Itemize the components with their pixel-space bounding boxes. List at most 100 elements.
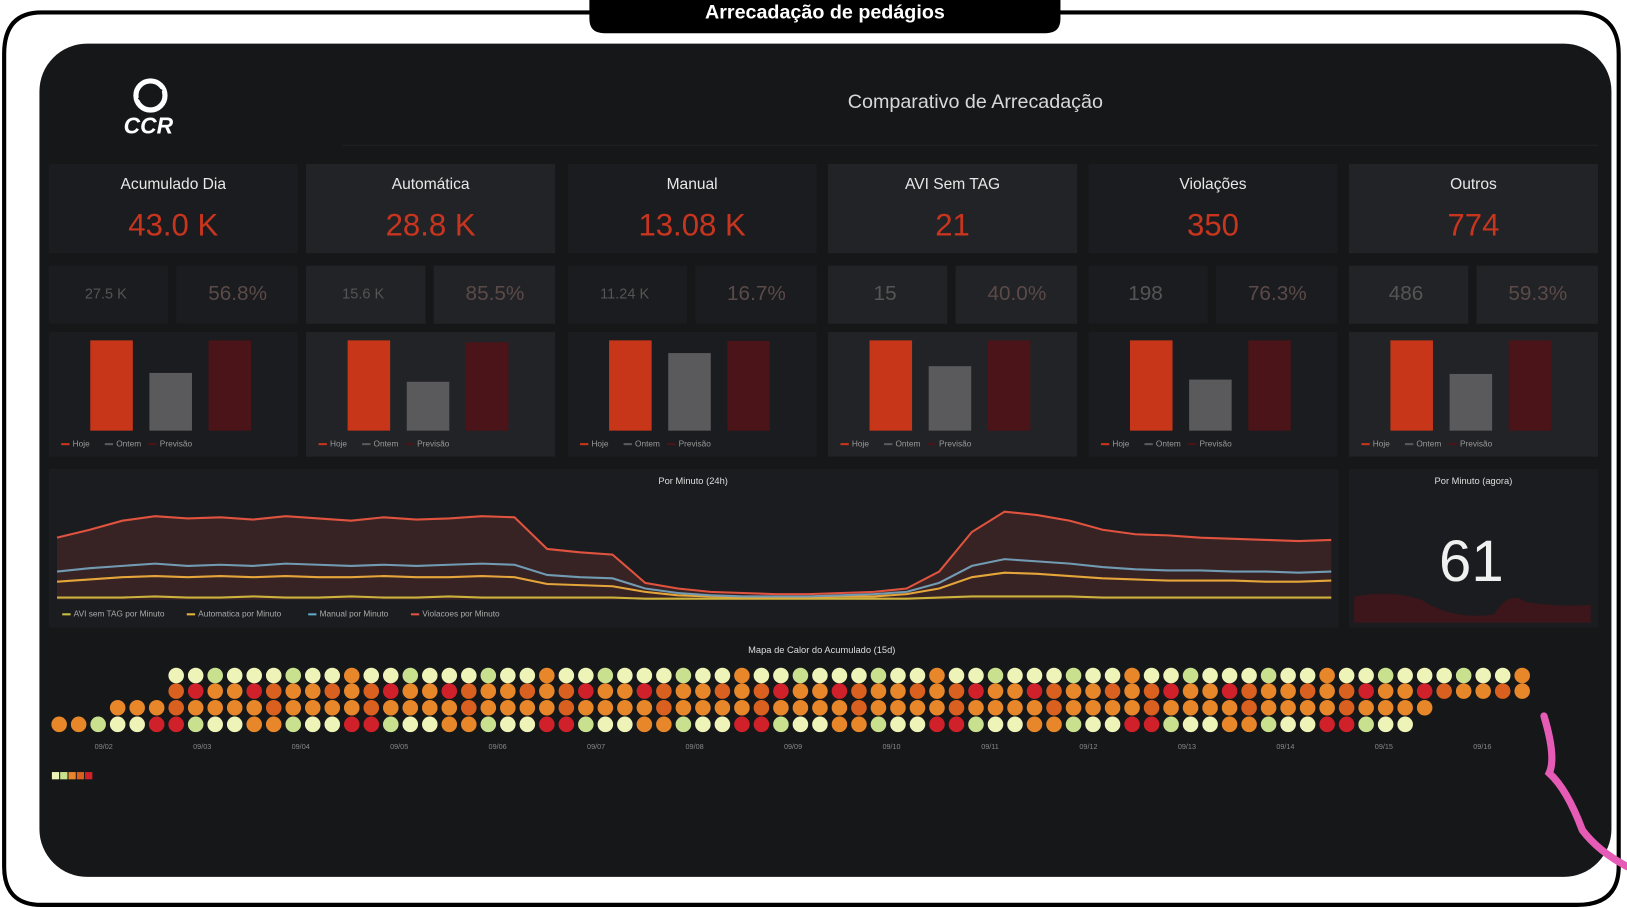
heatmap-cell xyxy=(285,717,301,733)
x-tick-label: 09/13 xyxy=(1178,742,1196,751)
heatmap-cell xyxy=(1300,717,1316,733)
heatmap-cell xyxy=(578,683,594,699)
heatmap-cell xyxy=(598,700,614,716)
heatmap-cell xyxy=(520,683,536,699)
heatmap-cell xyxy=(793,683,809,699)
heatmap-cell xyxy=(715,668,731,684)
heatmap-cell xyxy=(1495,668,1511,684)
yesterday-value: 486 xyxy=(1389,282,1424,305)
yesterday-value: 198 xyxy=(1128,282,1163,305)
heatmap-cell xyxy=(1124,668,1140,684)
heatmap-cell xyxy=(1144,700,1160,716)
bar xyxy=(727,341,770,431)
heatmap-cell xyxy=(949,717,965,733)
legend-label: Previsão xyxy=(160,438,193,448)
legend-label: Hoje xyxy=(591,438,608,448)
heatmap-cell xyxy=(910,717,926,733)
legend-label: Previsão xyxy=(939,438,972,448)
heatmap-cell xyxy=(383,700,399,716)
heatmap-cell xyxy=(188,683,204,699)
heatmap-cell xyxy=(383,717,399,733)
heatmap-cell xyxy=(851,700,867,716)
heatmap-cell xyxy=(324,668,340,684)
heatmap-cell xyxy=(559,700,575,716)
stat-value: 61 xyxy=(1439,529,1504,594)
heatmap-cell xyxy=(402,668,418,684)
heatmap-cell xyxy=(1144,668,1160,684)
legend-label: Ontem xyxy=(1416,438,1441,448)
heatmap-cell xyxy=(793,668,809,684)
heatmap-cell xyxy=(949,683,965,699)
legend-label: Ontem xyxy=(374,438,399,448)
heatmap-cell xyxy=(851,668,867,684)
heatmap-cell xyxy=(1066,700,1082,716)
heatmap-cell xyxy=(754,700,770,716)
heatmap-cell xyxy=(207,668,223,684)
heatmap-cell xyxy=(656,700,672,716)
heatmap-cell xyxy=(1475,683,1491,699)
heatmap-cell xyxy=(305,717,321,733)
heatmap-cell xyxy=(1163,717,1179,733)
heatmap-cell xyxy=(1085,717,1101,733)
heatmap-cell xyxy=(1241,668,1257,684)
heatmap-cell xyxy=(149,717,165,733)
heatmap-cell xyxy=(71,717,87,733)
heatmap-cell xyxy=(1007,717,1023,733)
x-tick-label: 09/05 xyxy=(390,742,408,751)
heatmap-cell xyxy=(1358,683,1374,699)
logo-text: CCR xyxy=(124,113,174,139)
heatmap-cell xyxy=(305,668,321,684)
heatmap-cell xyxy=(1514,668,1530,684)
heatmap-cell xyxy=(773,683,789,699)
heatmap-cell xyxy=(1105,668,1121,684)
chart-title: Mapa de Calor do Acumulado (15d) xyxy=(748,645,895,655)
heatmap-cell xyxy=(988,717,1004,733)
heatmap-cell xyxy=(559,717,575,733)
stat-value: 774 xyxy=(1447,207,1499,242)
bar xyxy=(407,382,450,431)
heatmap-cell xyxy=(851,717,867,733)
heatmap-cell xyxy=(246,717,262,733)
banner-title: Arrecadação de pedágios xyxy=(705,2,945,24)
x-tick-label: 09/07 xyxy=(587,742,605,751)
legend-label: Violacoes por Minuto xyxy=(422,609,500,619)
heatmap-cell xyxy=(520,717,536,733)
heatmap-cell xyxy=(442,668,458,684)
heatmap-cell xyxy=(1358,700,1374,716)
heatmap-cell xyxy=(344,717,360,733)
heatmap-cell xyxy=(1202,700,1218,716)
heatmap-cell xyxy=(1085,668,1101,684)
legend-label: Previsão xyxy=(1460,438,1493,448)
bar xyxy=(348,340,391,430)
heatmap-cell xyxy=(1202,717,1218,733)
heatmap-cell xyxy=(1124,683,1140,699)
heatmap-cell xyxy=(793,700,809,716)
heatmap-cell xyxy=(1378,717,1394,733)
heatmap-cell xyxy=(1046,717,1062,733)
bar xyxy=(1450,374,1493,431)
heatmap-cell xyxy=(1183,700,1199,716)
heatmap-cell xyxy=(793,717,809,733)
heatmap-cell xyxy=(1007,668,1023,684)
heatmap-cell xyxy=(1183,717,1199,733)
legend-label: Manual por Minuto xyxy=(320,609,389,619)
heatmap-cell xyxy=(500,717,516,733)
heatmap-cell xyxy=(1163,668,1179,684)
heatmap-cell xyxy=(676,717,692,733)
legend-label: Previsão xyxy=(679,438,712,448)
heatmap-cell xyxy=(149,700,165,716)
heatmap-cell xyxy=(598,683,614,699)
heatmap-cell xyxy=(929,717,945,733)
legend-label: Hoje xyxy=(73,438,90,448)
x-tick-label: 09/06 xyxy=(489,742,507,751)
heatmap-cell xyxy=(1397,717,1413,733)
heatmap-cell xyxy=(422,668,438,684)
heatmap-cell xyxy=(617,668,633,684)
heatmap-cell xyxy=(832,717,848,733)
heatmap-cell xyxy=(168,668,184,684)
heatmap-cell xyxy=(812,700,828,716)
heatmap-cell xyxy=(1066,668,1082,684)
heatmap-cell xyxy=(1222,717,1238,733)
heatmap-cell xyxy=(890,717,906,733)
heatmap-cell xyxy=(539,668,555,684)
